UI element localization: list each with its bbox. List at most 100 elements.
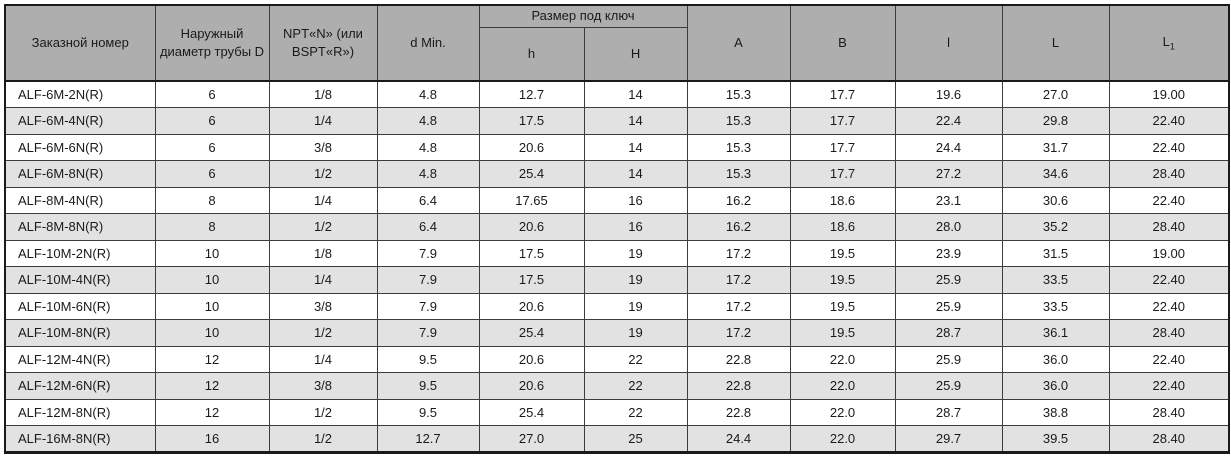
- table-row: ALF-12M-4N(R) 12 1/4 9.5 20.6 22 22.8 22.0 25.9 3…: [4, 345, 1230, 373]
- value-cell: 23.9: [894, 239, 1003, 267]
- order-number-cell: ALF-8M-8N(R): [4, 213, 156, 241]
- value-cell: 6: [154, 80, 270, 108]
- value-cell: 28.40: [1108, 319, 1230, 347]
- value-cell: 22.40: [1108, 266, 1230, 294]
- value-cell: 17.7: [789, 80, 896, 108]
- value-cell: 1/4: [268, 107, 378, 135]
- value-cell: 19.5: [789, 266, 896, 294]
- value-cell: 22.40: [1108, 372, 1230, 400]
- order-number-cell: ALF-12M-8N(R): [4, 398, 156, 426]
- value-cell: 7.9: [376, 292, 480, 320]
- table-row: ALF-8M-8N(R) 8 1/2 6.4 20.6 16 16.2 18.6 28.0 35.…: [4, 213, 1230, 241]
- value-cell: 28.40: [1108, 213, 1230, 241]
- value-cell: 39.5: [1001, 425, 1110, 453]
- value-cell: 9.5: [376, 398, 480, 426]
- l1-base-label: L: [1162, 34, 1170, 50]
- value-cell: 20.6: [478, 372, 585, 400]
- value-cell: 33.5: [1001, 292, 1110, 320]
- value-cell: 31.5: [1001, 239, 1110, 267]
- col-header-order-number: Заказной номер: [4, 4, 156, 82]
- value-cell: 10: [154, 239, 270, 267]
- value-cell: 34.6: [1001, 160, 1110, 188]
- value-cell: 22.0: [789, 345, 896, 373]
- value-cell: 22.4: [894, 107, 1003, 135]
- col-header-npt: NPT«N» (или BSPT«R»): [268, 4, 378, 82]
- value-cell: 4.8: [376, 160, 480, 188]
- order-number-cell: ALF-10M-6N(R): [4, 292, 156, 320]
- l1-subscript-label: 1: [1169, 41, 1175, 52]
- table-body: ALF-6M-2N(R) 6 1/8 4.8 12.7 14 15.3 17.7 19.6 27.…: [4, 80, 1230, 453]
- value-cell: 33.5: [1001, 266, 1110, 294]
- value-cell: 17.65: [478, 186, 585, 214]
- value-cell: 3/8: [268, 372, 378, 400]
- order-number-cell: ALF-10M-2N(R): [4, 239, 156, 267]
- value-cell: 16.2: [686, 186, 791, 214]
- header-row-sub: h H: [5, 26, 1229, 82]
- value-cell: 10: [154, 292, 270, 320]
- value-cell: 25.4: [478, 160, 585, 188]
- value-cell: 9.5: [376, 372, 480, 400]
- value-cell: 8: [154, 213, 270, 241]
- col-header-l-big: L: [1001, 4, 1110, 82]
- value-cell: 12: [154, 398, 270, 426]
- value-cell: 20.6: [478, 213, 585, 241]
- value-cell: 20.6: [478, 292, 585, 320]
- value-cell: 16: [583, 213, 688, 241]
- value-cell: 17.5: [478, 107, 585, 135]
- value-cell: 22.0: [789, 372, 896, 400]
- value-cell: 1/2: [268, 160, 378, 188]
- value-cell: 19.5: [789, 239, 896, 267]
- value-cell: 25.4: [478, 319, 585, 347]
- value-cell: 14: [583, 107, 688, 135]
- value-cell: 17.2: [686, 239, 791, 267]
- order-number-cell: ALF-16M-8N(R): [4, 425, 156, 453]
- value-cell: 19.00: [1108, 80, 1230, 108]
- value-cell: 1/4: [268, 345, 378, 373]
- value-cell: 15.3: [686, 80, 791, 108]
- order-number-cell: ALF-12M-4N(R): [4, 345, 156, 373]
- value-cell: 3/8: [268, 133, 378, 161]
- col-header-h-big: H: [583, 26, 688, 82]
- value-cell: 23.1: [894, 186, 1003, 214]
- fitting-dimensions-table: Заказной номер Наружный диаметр трубы D …: [4, 4, 1231, 454]
- value-cell: 17.7: [789, 107, 896, 135]
- value-cell: 19.00: [1108, 239, 1230, 267]
- table-row: ALF-12M-8N(R) 12 1/2 9.5 25.4 22 22.8 22.0 28.7 3…: [4, 398, 1230, 426]
- value-cell: 22.40: [1108, 292, 1230, 320]
- value-cell: 22.40: [1108, 186, 1230, 214]
- value-cell: 4.8: [376, 80, 480, 108]
- col-header-outer-diameter: Наружный диаметр трубы D: [154, 4, 270, 82]
- value-cell: 6.4: [376, 213, 480, 241]
- value-cell: 15.3: [686, 107, 791, 135]
- col-header-h-small: h: [478, 26, 585, 82]
- value-cell: 27.2: [894, 160, 1003, 188]
- value-cell: 28.7: [894, 398, 1003, 426]
- value-cell: 14: [583, 160, 688, 188]
- value-cell: 36.1: [1001, 319, 1110, 347]
- value-cell: 16.2: [686, 213, 791, 241]
- value-cell: 17.5: [478, 266, 585, 294]
- value-cell: 1/2: [268, 398, 378, 426]
- value-cell: 25: [583, 425, 688, 453]
- value-cell: 28.40: [1108, 160, 1230, 188]
- table-row: ALF-12M-6N(R) 12 3/8 9.5 20.6 22 22.8 22.0 25.9 3…: [4, 372, 1230, 400]
- value-cell: 24.4: [894, 133, 1003, 161]
- value-cell: 30.6: [1001, 186, 1110, 214]
- value-cell: 6: [154, 160, 270, 188]
- value-cell: 12.7: [376, 425, 480, 453]
- value-cell: 25.9: [894, 372, 1003, 400]
- table-row: ALF-8M-4N(R) 8 1/4 6.4 17.65 16 16.2 18.6 23.1 30…: [4, 186, 1230, 214]
- value-cell: 22: [583, 398, 688, 426]
- value-cell: 7.9: [376, 319, 480, 347]
- value-cell: 25.9: [894, 292, 1003, 320]
- value-cell: 3/8: [268, 292, 378, 320]
- order-number-cell: ALF-6M-2N(R): [4, 80, 156, 108]
- value-cell: 4.8: [376, 133, 480, 161]
- value-cell: 6: [154, 133, 270, 161]
- order-number-cell: ALF-8M-4N(R): [4, 186, 156, 214]
- table-row: ALF-10M-4N(R) 10 1/4 7.9 17.5 19 17.2 19.5 25.9 3…: [4, 266, 1230, 294]
- col-header-l1: L1: [1108, 4, 1230, 82]
- value-cell: 16: [154, 425, 270, 453]
- value-cell: 9.5: [376, 345, 480, 373]
- order-number-cell: ALF-6M-8N(R): [4, 160, 156, 188]
